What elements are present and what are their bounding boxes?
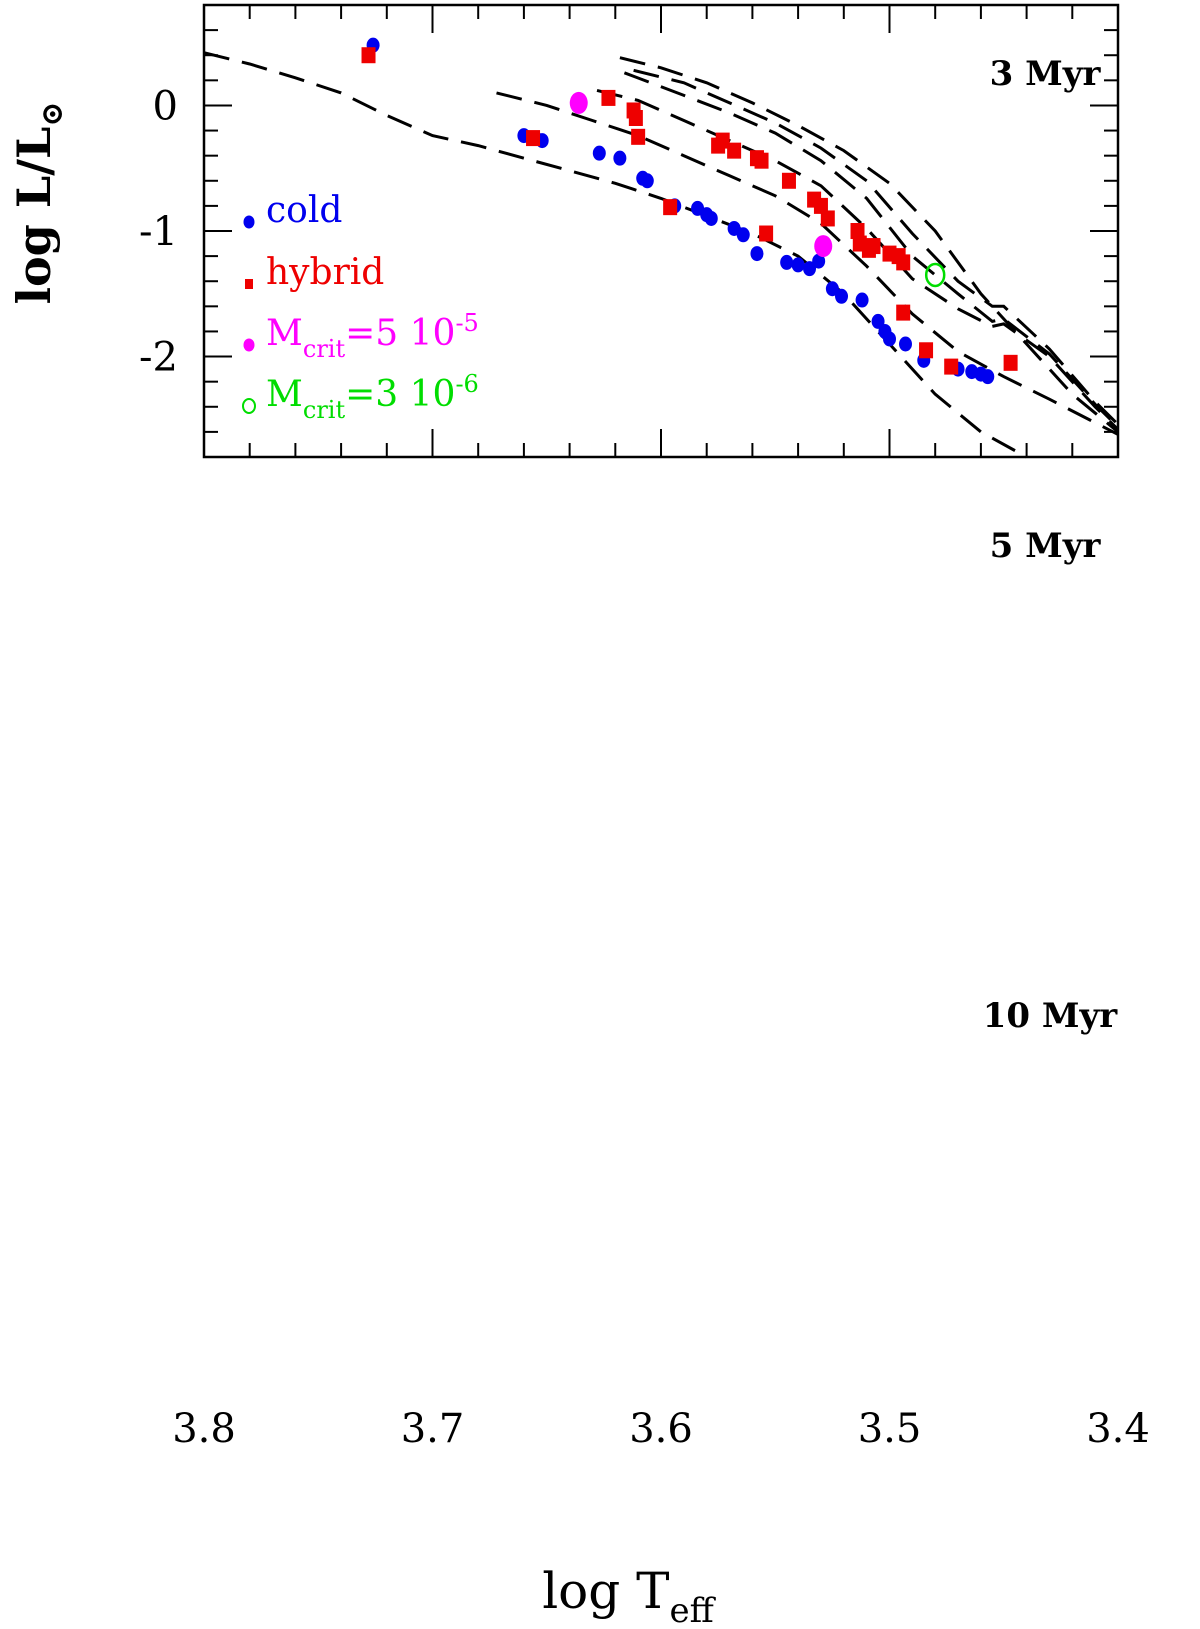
legend-marker bbox=[243, 338, 255, 352]
y-axis: 0 -1 -2 log L/L⊙ bbox=[7, 83, 178, 380]
cold-point bbox=[803, 261, 817, 277]
x-axis: 3.8 3.7 3.6 3.5 3.4 bbox=[172, 1406, 1150, 1452]
cold-point bbox=[780, 254, 794, 270]
cold-point bbox=[704, 210, 718, 226]
hybrid-point bbox=[601, 89, 616, 106]
hybrid-point bbox=[944, 358, 959, 375]
hybrid-point bbox=[715, 132, 730, 149]
x-tick-label: 3.5 bbox=[858, 1406, 922, 1452]
age-label: 3 Myr bbox=[990, 54, 1102, 94]
hybrid-point bbox=[628, 110, 643, 126]
cold-point bbox=[855, 292, 869, 308]
mcrit-5e-5-point bbox=[569, 91, 588, 114]
panel-3-myr: 3 Myr 0 -1 -2 log L/L⊙ cold hybrid Mcrit=5 10… bbox=[7, 3, 1120, 459]
x-tick-label: 3.7 bbox=[401, 1406, 465, 1452]
hybrid-point bbox=[850, 223, 865, 239]
data-points bbox=[361, 37, 1018, 385]
legend-label: hybrid bbox=[266, 252, 384, 293]
hybrid-point bbox=[631, 128, 646, 145]
hybrid-point bbox=[361, 47, 376, 64]
x-axis-label: log Teff bbox=[542, 1562, 716, 1629]
hybrid-point bbox=[820, 210, 835, 227]
cold-point bbox=[981, 369, 995, 385]
y-tick-label: 0 bbox=[153, 83, 178, 129]
hybrid-point bbox=[759, 225, 774, 242]
legend-marker bbox=[243, 215, 255, 229]
panel-10-myr: 10 Myr bbox=[983, 996, 1119, 1036]
hybrid-point bbox=[813, 197, 828, 214]
legend: cold hybrid Mcrit=5 10-5 Mcrit=3 10-6 bbox=[242, 190, 479, 424]
cold-point bbox=[812, 253, 826, 269]
cold-point bbox=[825, 281, 839, 297]
isochrone-5 bbox=[623, 71, 1120, 428]
hybrid-point bbox=[526, 130, 541, 147]
x-tick-label: 3.8 bbox=[172, 1406, 236, 1452]
hybrid-point bbox=[754, 152, 769, 169]
cold-point bbox=[898, 336, 912, 352]
y-axis-label: log L/L⊙ bbox=[7, 102, 70, 305]
isochrone-2 bbox=[496, 91, 1119, 436]
legend-label: cold bbox=[266, 190, 342, 231]
hybrid-point bbox=[663, 199, 678, 216]
hybrid-point bbox=[896, 254, 911, 271]
mcrit-5e-5-point bbox=[814, 235, 833, 258]
x-tick-label: 3.6 bbox=[629, 1406, 693, 1452]
panel-5-myr: 5 Myr bbox=[990, 526, 1102, 566]
cold-point bbox=[883, 331, 896, 347]
cold-point bbox=[736, 227, 750, 243]
legend-marker bbox=[242, 398, 256, 414]
panel-border bbox=[202, 3, 1120, 459]
cold-point bbox=[750, 246, 764, 262]
legend-marker bbox=[245, 279, 253, 289]
isochrone-6 bbox=[619, 56, 1119, 434]
age-label: 5 Myr bbox=[990, 526, 1102, 566]
cold-point bbox=[640, 173, 654, 189]
legend-label: Mcrit=3 10-6 bbox=[266, 370, 479, 424]
hybrid-point bbox=[896, 304, 911, 321]
cold-point bbox=[592, 145, 606, 161]
y-tick-label: -2 bbox=[139, 335, 178, 381]
cold-point bbox=[613, 150, 627, 166]
hybrid-point bbox=[781, 172, 796, 189]
hybrid-point bbox=[866, 238, 881, 255]
isochrone-3 bbox=[596, 88, 1120, 431]
isochrone-4 bbox=[633, 68, 1120, 426]
panel-frame bbox=[202, 3, 1120, 459]
cold-point bbox=[835, 288, 849, 304]
x-tick-label: 3.4 bbox=[1086, 1406, 1150, 1452]
y-tick-label: -1 bbox=[139, 209, 178, 255]
cold-point bbox=[871, 313, 885, 329]
hybrid-point bbox=[727, 142, 742, 159]
mcrit-3e-6-point bbox=[924, 262, 946, 288]
legend-label: Mcrit=5 10-5 bbox=[266, 309, 479, 363]
hybrid-point bbox=[1003, 354, 1018, 371]
cold-point bbox=[791, 257, 805, 273]
hybrid-point bbox=[919, 342, 934, 359]
age-label: 10 Myr bbox=[983, 996, 1119, 1036]
